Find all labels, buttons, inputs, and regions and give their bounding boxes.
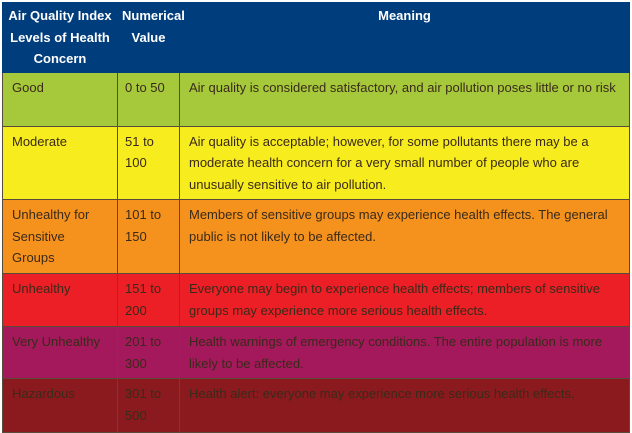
header-meaning: Meaning (179, 2, 630, 73)
header-row: Air Quality Index Levels of Health Conce… (2, 2, 630, 73)
header-level: Air Quality Index Levels of Health Conce… (2, 2, 118, 73)
meaning-cell: Health warnings of emergency conditions.… (179, 326, 630, 379)
value-cell: 301 to 500 (117, 378, 180, 433)
level-cell: Very Unhealthy (2, 326, 118, 379)
value-cell: 151 to 200 (117, 273, 180, 327)
table-row: Moderate 51 to 100 Air quality is acceptab… (2, 125, 630, 200)
meaning-cell: Everyone may begin to experience health … (179, 273, 630, 327)
table-row: Good 0 to 50 Air quality is considered sat… (2, 71, 630, 127)
meaning-cell: Air quality is considered satisfactory, … (179, 71, 630, 127)
level-cell: Unhealthy (2, 273, 118, 327)
table-row: Hazardous 301 to 500 Health alert: everyon… (2, 378, 630, 433)
value-cell: 201 to 300 (117, 326, 180, 379)
value-cell: 0 to 50 (117, 71, 180, 127)
level-cell: Hazardous (2, 378, 118, 433)
level-cell: Unhealthy for Sensitive Groups (2, 199, 118, 274)
table-row: Very Unhealthy 201 to 300 Health warnings … (2, 326, 630, 379)
meaning-cell: Health alert: everyone may experience mo… (179, 378, 630, 433)
table-row: Unhealthy 151 to 200 Everyone may begin to… (2, 273, 630, 327)
header-value: Numerical Value (117, 2, 185, 73)
level-cell: Good (2, 71, 118, 127)
value-cell: 51 to 100 (117, 125, 180, 200)
table-row: Unhealthy for Sensitive Groups 101 to 150… (2, 199, 630, 274)
meaning-cell: Members of sensitive groups may experien… (179, 199, 630, 274)
level-cell: Moderate (2, 125, 118, 200)
meaning-cell: Air quality is acceptable; however, for … (179, 125, 630, 200)
value-cell: 101 to 150 (117, 199, 180, 274)
